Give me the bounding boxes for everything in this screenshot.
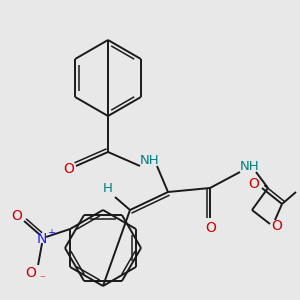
Text: O: O [26, 266, 37, 280]
Text: NH: NH [240, 160, 260, 173]
Text: H: H [103, 182, 113, 194]
Text: O: O [206, 221, 216, 235]
Text: ⁻: ⁻ [39, 274, 45, 284]
Text: O: O [12, 209, 22, 223]
Text: +: + [47, 228, 55, 238]
Text: O: O [249, 177, 260, 191]
Text: O: O [64, 162, 74, 176]
Text: N: N [37, 232, 47, 246]
Text: O: O [272, 219, 282, 233]
Text: NH: NH [140, 154, 160, 166]
